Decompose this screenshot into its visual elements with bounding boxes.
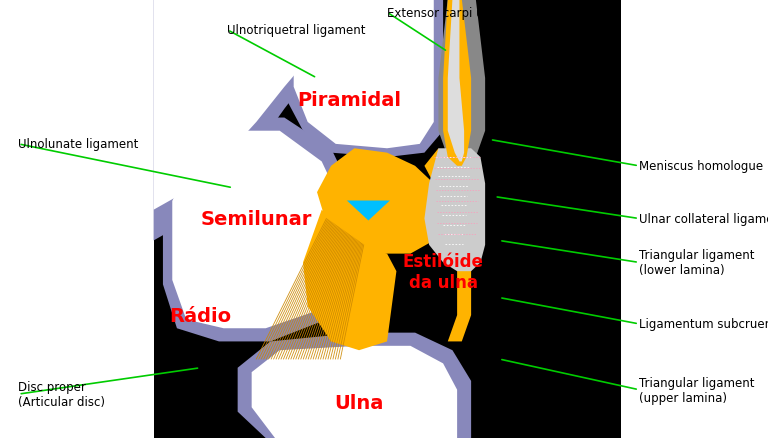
Polygon shape (163, 118, 354, 342)
Text: Extensor carpi ulnaris tendon sheath: Extensor carpi ulnaris tendon sheath (387, 7, 606, 20)
Polygon shape (448, 0, 464, 162)
Text: Ulnar collateral ligament: Ulnar collateral ligament (639, 212, 768, 226)
Text: Semilunar: Semilunar (200, 209, 312, 229)
Polygon shape (317, 149, 443, 254)
Text: Disc proper
(Articular disc): Disc proper (Articular disc) (18, 380, 105, 408)
Polygon shape (237, 333, 471, 438)
Polygon shape (154, 0, 354, 241)
Text: Ulna: Ulna (334, 393, 384, 413)
Polygon shape (347, 201, 390, 221)
Text: Rádio: Rádio (169, 306, 231, 325)
Polygon shape (284, 0, 443, 158)
Polygon shape (293, 0, 434, 149)
Polygon shape (425, 149, 485, 272)
Text: Estilóide
da ulna: Estilóide da ulna (402, 252, 484, 291)
Text: Ulnotriquetral ligament: Ulnotriquetral ligament (227, 24, 366, 37)
Polygon shape (154, 0, 345, 210)
Text: Piramidal: Piramidal (298, 91, 402, 110)
Polygon shape (252, 346, 457, 438)
Text: Ligamentum subcruentum: Ligamentum subcruentum (639, 318, 768, 331)
Polygon shape (425, 149, 471, 342)
Text: Triangular ligament
(lower lamina): Triangular ligament (lower lamina) (639, 249, 754, 277)
Polygon shape (172, 131, 340, 328)
Polygon shape (439, 0, 485, 166)
Text: Triangular ligament
(upper lamina): Triangular ligament (upper lamina) (639, 376, 754, 404)
Polygon shape (303, 210, 396, 350)
Text: Ulnolunate ligament: Ulnolunate ligament (18, 138, 139, 151)
Bar (154, 0, 621, 438)
Polygon shape (443, 0, 471, 166)
Text: Meniscus homologue: Meniscus homologue (639, 160, 763, 173)
